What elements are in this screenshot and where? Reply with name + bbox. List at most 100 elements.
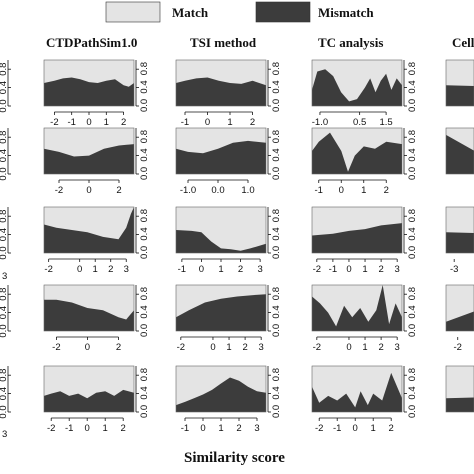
y-tick-label: 0.4 [271, 305, 282, 318]
x-tick-label: 0 [346, 342, 351, 353]
x-tick-label: 2 [121, 117, 126, 128]
x-tick-label: 2 [378, 264, 383, 275]
x-tick-label: -1 [329, 264, 337, 275]
left-partial-y-tick-label: 0.8 [0, 369, 9, 382]
x-tick-label: 0.5 [353, 117, 366, 128]
x-tick-label: 2 [378, 342, 383, 353]
y-tick-label: 0.8 [271, 209, 282, 222]
panel-c3-r0 [445, 59, 474, 107]
x-tick-label: 0 [210, 342, 215, 353]
y-tick-label: 0.8 [271, 368, 282, 381]
x-tick-label: -1 [181, 117, 189, 128]
mismatch-area [312, 285, 402, 331]
panel-frame [175, 59, 267, 107]
left-partial-y-tick-label: 0.0 [0, 246, 9, 259]
x-tick-label: 2 [236, 423, 241, 434]
panel-c3-r2: -3 [445, 206, 474, 275]
mismatch-area [312, 69, 402, 106]
left-partial-y-tick-label: 0.4 [0, 228, 9, 241]
left-partial-y-tick-label: 0.0 [0, 99, 9, 112]
x-tick-label: 0 [353, 423, 358, 434]
mismatch-area [176, 140, 266, 174]
mismatch-area [44, 77, 134, 106]
y-tick-label: 0.4 [271, 148, 282, 161]
x-tick-label: -1 [65, 423, 73, 434]
x-tick-label: 0 [339, 185, 344, 196]
panel-frame [43, 59, 135, 107]
y-tick-label: 0.4 [271, 80, 282, 93]
mismatch-area [44, 207, 134, 253]
x-tick-label: -2 [315, 423, 323, 434]
panel-c0-r2: 0.0 0.4 0.8 -2 0 1 2 3 [43, 206, 150, 275]
y-tick-label: 0.8 [271, 62, 282, 75]
panel-frame [311, 365, 403, 413]
panel-frame [175, 127, 267, 175]
mismatch-area [176, 377, 266, 412]
panel-frame [175, 365, 267, 413]
y-tick-label: 0.4 [407, 227, 418, 240]
x-tick-label: 3 [254, 423, 259, 434]
panel-frame [43, 365, 135, 413]
panel-c2-r3: 0.0 0.4 0.8 -2 0 1 2 3 [311, 284, 418, 353]
x-tick-label: -1 [315, 185, 323, 196]
y-tick-label: 0.0 [407, 324, 418, 337]
panel-frame [311, 206, 403, 254]
left-partial-x-tick-label: 3 [2, 271, 7, 282]
y-tick-label: 0.4 [407, 386, 418, 399]
legend: Match Mismatch [105, 1, 374, 23]
x-tick-label: -2 [47, 423, 55, 434]
y-tick-label: 0.4 [139, 80, 150, 93]
x-tick-label: 1.0 [241, 185, 254, 196]
x-tick-label: 3 [124, 264, 129, 275]
x-tick-label: 0 [86, 117, 91, 128]
mismatch-area [176, 230, 266, 253]
panel-frame [311, 127, 403, 175]
panel-c0-r3: 0.0 0.4 0.8 -2 0 2 [43, 284, 150, 353]
left-partial-y-tick-label: 0.0 [0, 405, 9, 418]
column-title-ctdpathsim: CTDPathSim1.0 [46, 35, 137, 50]
x-tick-label: 2 [384, 185, 389, 196]
x-tick-label: -2 [52, 342, 60, 353]
x-tick-label: 0 [85, 342, 90, 353]
x-tick-label: -2 [55, 185, 63, 196]
x-tick-label: 0 [86, 185, 91, 196]
column-title-tc: TC analysis [318, 35, 383, 50]
x-tick-label: -2 [313, 342, 321, 353]
left-partial-y-tick-label: 0.0 [0, 167, 9, 180]
x-tick-label: -1 [178, 264, 186, 275]
x-axis-label: Similarity score [184, 450, 285, 466]
mismatch-area [446, 85, 474, 106]
x-tick-label: 0 [200, 423, 205, 434]
panel-frame [43, 284, 135, 332]
panel-frame [445, 206, 474, 254]
x-tick-label: 3 [395, 264, 400, 275]
x-tick-label: 3 [259, 342, 264, 353]
y-tick-label: 0.0 [139, 99, 150, 112]
mismatch-area [176, 77, 266, 106]
y-tick-label: 0.4 [139, 386, 150, 399]
mismatch-area [44, 389, 134, 412]
y-tick-label: 0.0 [271, 99, 282, 112]
panel-c2-r0: 0.0 0.4 0.8 -1.0 0.5 1.5 [311, 59, 418, 128]
y-tick-label: 0.4 [407, 80, 418, 93]
left-partial-y-tick-label: 0.4 [0, 149, 9, 162]
x-tick-label: 1 [227, 117, 232, 128]
y-tick-label: 0.8 [139, 209, 150, 222]
panel-c2-r2: 0.0 0.4 0.8 -2 -1 0 1 2 3 [311, 206, 418, 275]
x-tick-label: 1 [103, 423, 108, 434]
left-partial-column: 0.0 0.4 0.8 0.0 0.4 0.8 0.0 0.4 0.8 0.0 0.4 0.8 0.0 0… [0, 60, 11, 440]
mismatch-area [446, 397, 474, 412]
y-tick-label: 0.0 [407, 405, 418, 418]
x-tick-label: 1 [226, 342, 231, 353]
mismatch-area [312, 132, 402, 174]
y-tick-label: 0.8 [139, 368, 150, 381]
x-tick-label: -2 [177, 342, 185, 353]
mismatch-area [446, 232, 474, 253]
panel-frame [311, 284, 403, 332]
x-tick-label: -1 [333, 423, 341, 434]
mismatch-area [446, 134, 474, 174]
panel-frame [311, 59, 403, 107]
x-tick-label: 1 [362, 264, 367, 275]
y-tick-label: 0.4 [407, 148, 418, 161]
panel-c3-r1 [445, 127, 474, 175]
